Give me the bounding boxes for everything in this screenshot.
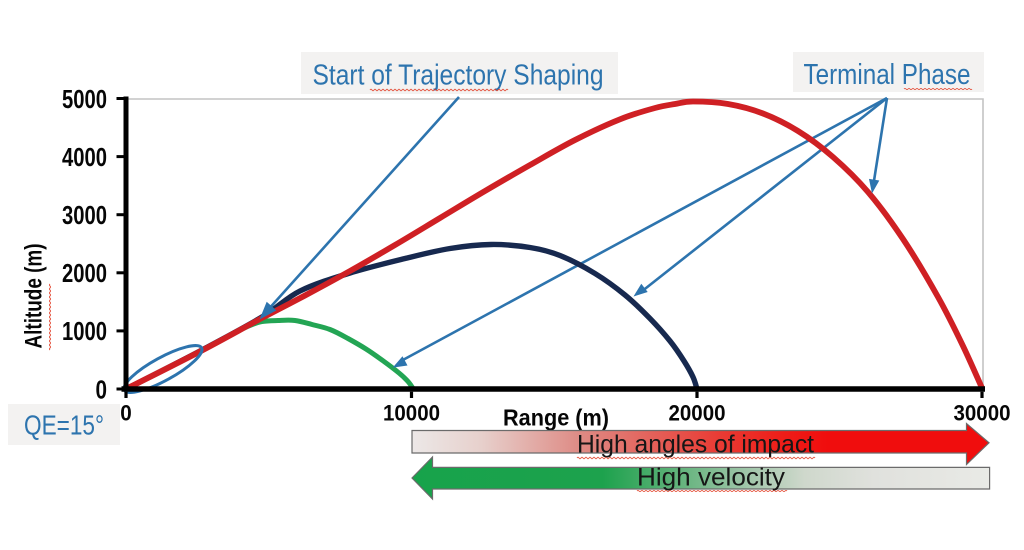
svg-text:4000: 4000 <box>62 142 107 172</box>
svg-text:0: 0 <box>120 400 132 425</box>
svg-text:QE=15°: QE=15° <box>24 410 104 441</box>
svg-text:Start of Trajectory Shaping: Start of Trajectory Shaping <box>313 60 604 92</box>
svg-text:1000: 1000 <box>62 316 107 346</box>
svg-text:Terminal Phase: Terminal Phase <box>804 59 971 91</box>
svg-text:20000: 20000 <box>669 400 726 425</box>
svg-text:30000: 30000 <box>954 400 1011 425</box>
svg-text:10000: 10000 <box>383 400 440 425</box>
svg-text:Altitude (m): Altitude (m) <box>21 244 48 349</box>
svg-text:High velocity: High velocity <box>637 464 786 492</box>
svg-text:Range (m): Range (m) <box>503 405 609 431</box>
svg-text:5000: 5000 <box>62 84 107 114</box>
svg-text:High angles of impact: High angles of impact <box>577 431 814 459</box>
svg-text:3000: 3000 <box>62 200 107 230</box>
svg-text:2000: 2000 <box>62 258 107 288</box>
svg-text:0: 0 <box>96 374 108 404</box>
